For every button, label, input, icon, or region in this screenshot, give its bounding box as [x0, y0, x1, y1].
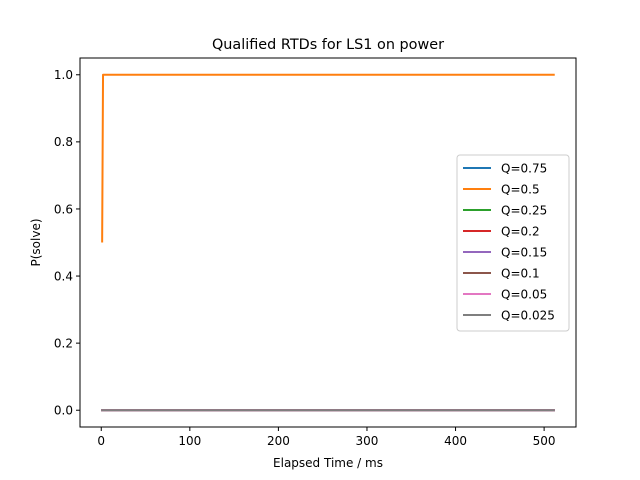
legend-box: [456, 154, 570, 332]
legend-label: Q=0.25: [501, 204, 547, 218]
plot-lines: [101, 73, 555, 412]
x-tick-label: 100: [178, 434, 201, 448]
legend-label: Q=0.2: [501, 225, 540, 239]
y-tick-label: 0.8: [54, 135, 73, 149]
legend-label: Q=0.1: [501, 267, 540, 281]
y-tick-label: 0.2: [54, 336, 73, 350]
legend-label: Q=0.75: [501, 162, 547, 176]
x-tick-label: 0: [97, 434, 105, 448]
y-axis-label: P(solve): [29, 218, 43, 266]
legend-label: Q=0.025: [501, 309, 555, 323]
plot-frame: [79, 57, 577, 428]
y-tick-label: 0.6: [54, 202, 73, 216]
legend-label: Q=0.15: [501, 246, 547, 260]
legend: Q=0.75 Q=0.5 Q=0.25 Q=0.2 Q=0.15 Q=0.1 Q=0.05 Q…: [456, 154, 570, 332]
series-line-1: [101, 73, 555, 243]
x-tick-label: 300: [356, 434, 379, 448]
legend-label: Q=0.05: [501, 288, 547, 302]
y-tick-label: 1.0: [54, 68, 73, 82]
y-tick-label: 0.4: [54, 269, 73, 283]
x-axis: 0 100 200 300 400 500: [97, 427, 556, 448]
x-tick-label: 400: [444, 434, 467, 448]
y-tick-label: 0.0: [54, 404, 73, 418]
x-axis-label: Elapsed Time / ms: [273, 456, 383, 470]
x-tick-label: 200: [267, 434, 290, 448]
chart-title: Qualified RTDs for LS1 on power: [212, 37, 444, 53]
legend-label: Q=0.5: [501, 183, 540, 197]
y-axis: 0.0 0.2 0.4 0.6 0.8 1.0: [54, 68, 80, 418]
x-tick-label: 500: [533, 434, 556, 448]
